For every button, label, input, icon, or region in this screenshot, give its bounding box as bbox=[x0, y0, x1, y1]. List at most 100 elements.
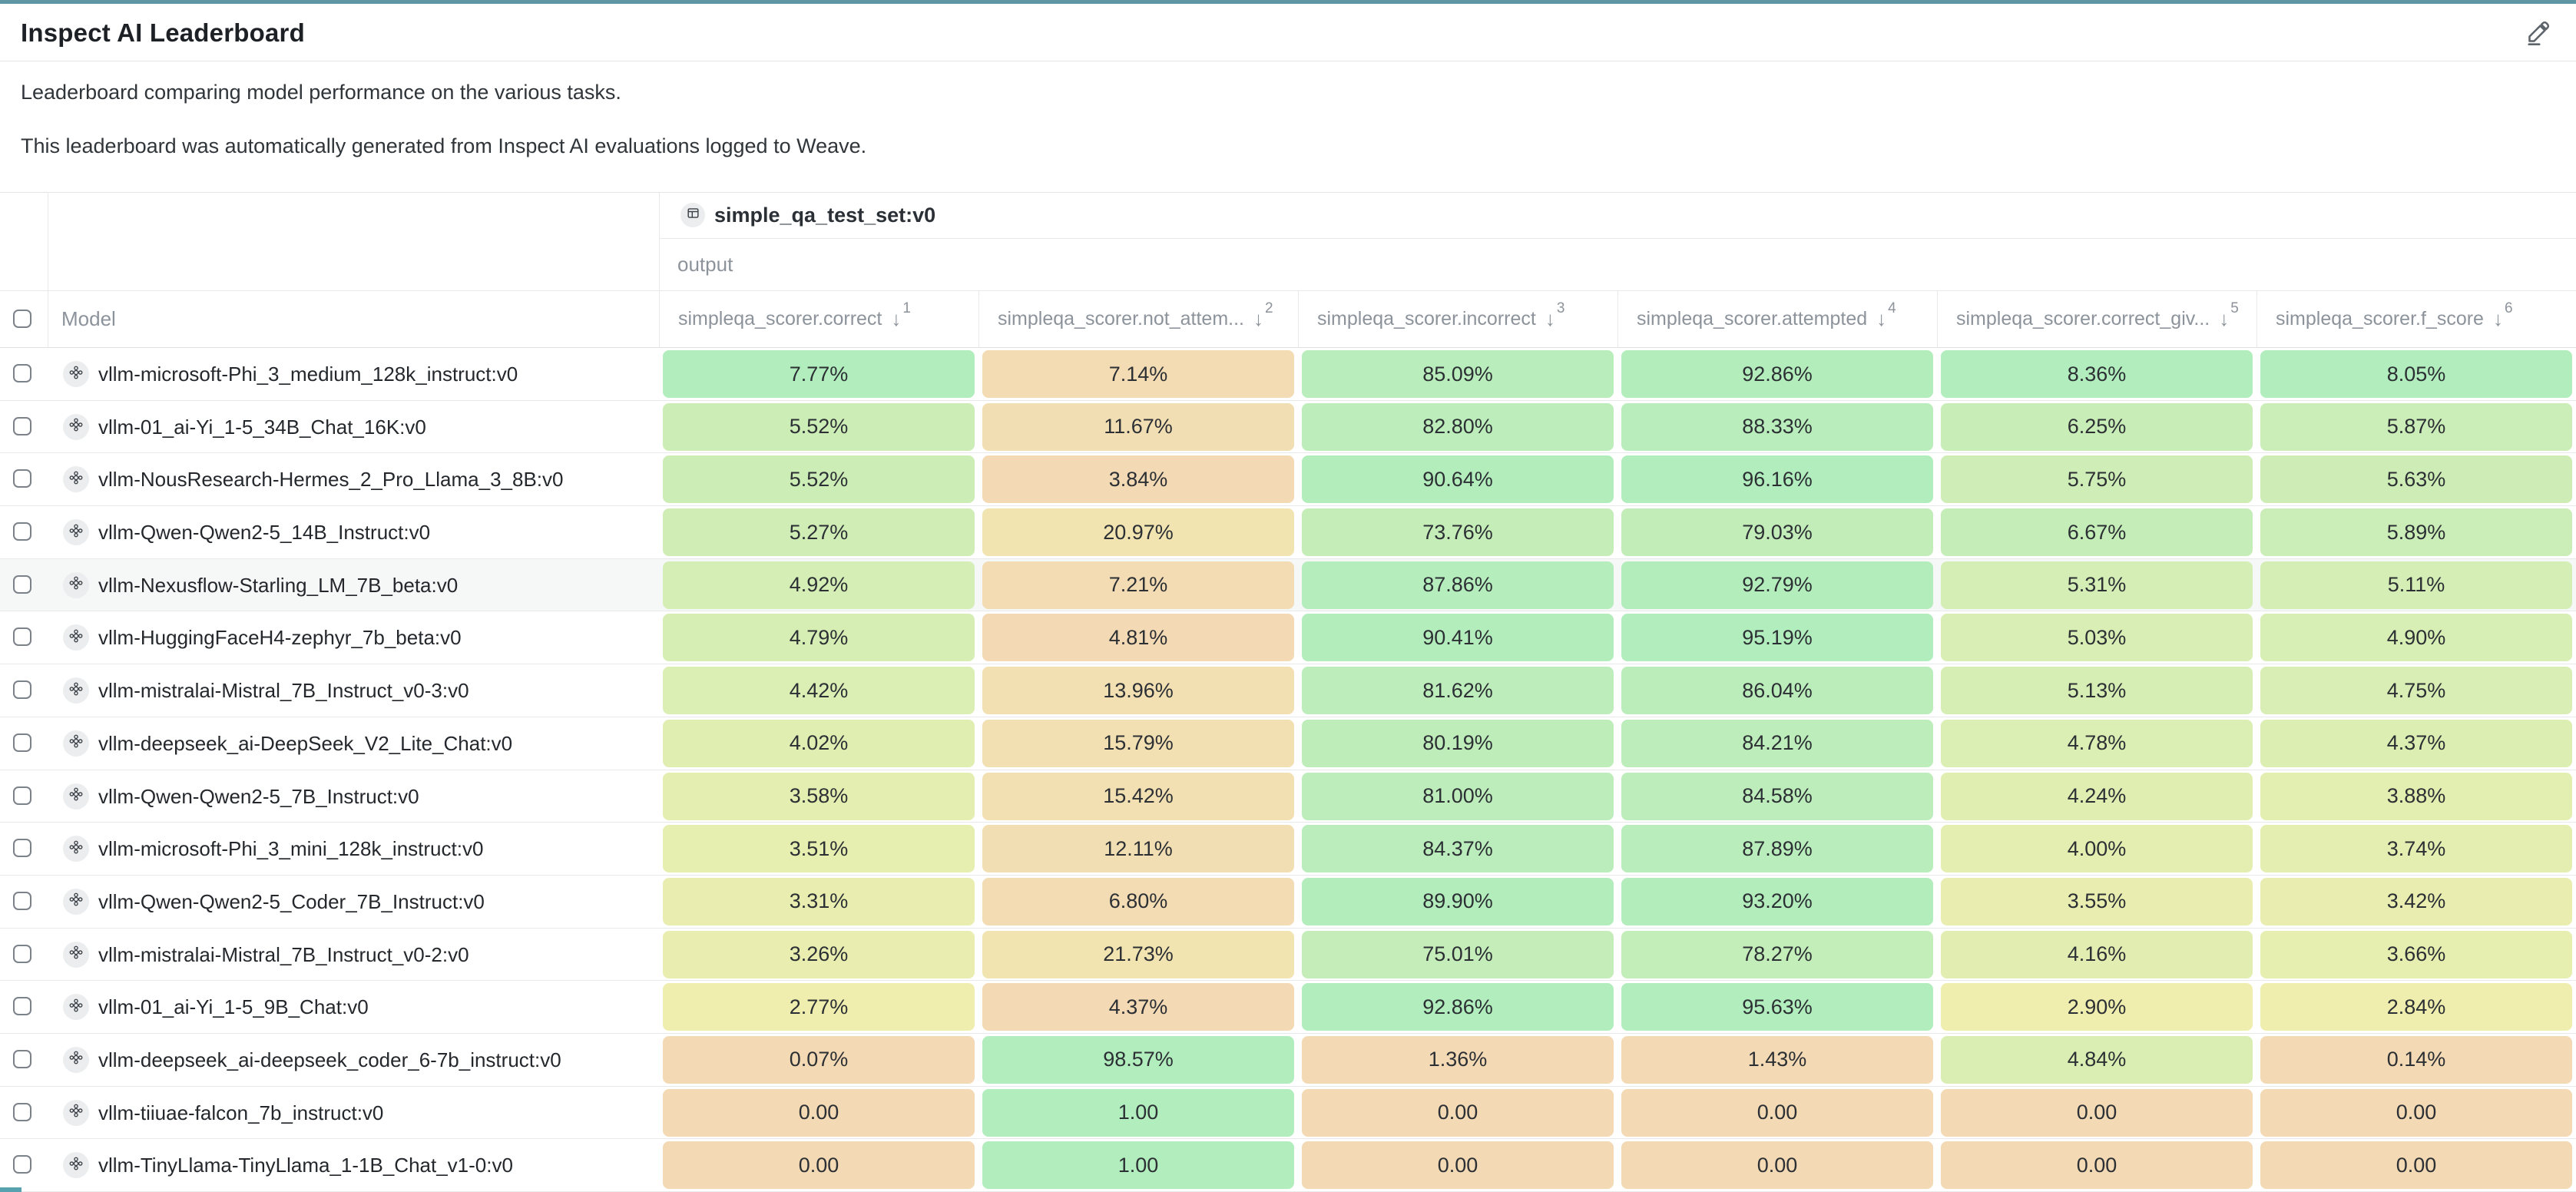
metric-cell[interactable]: 5.52% bbox=[663, 455, 975, 504]
metric-cell[interactable]: 2.77% bbox=[663, 983, 975, 1031]
metric-cell[interactable]: 7.14% bbox=[982, 350, 1294, 398]
metric-cell[interactable]: 92.79% bbox=[1621, 561, 1933, 609]
metric-cell[interactable]: 3.58% bbox=[663, 772, 975, 820]
model-name[interactable]: vllm-deepseek_ai-deepseek_coder_6-7b_ins… bbox=[98, 1048, 561, 1071]
row-checkbox[interactable] bbox=[13, 997, 31, 1016]
metric-cell[interactable]: 3.66% bbox=[2260, 930, 2572, 978]
metric-cell[interactable]: 5.27% bbox=[663, 508, 975, 557]
sort-desc-icon[interactable]: ↓ bbox=[1253, 307, 1263, 330]
row-checkbox[interactable] bbox=[13, 786, 31, 805]
metric-cell[interactable]: 3.84% bbox=[982, 455, 1294, 504]
column-header-3[interactable]: simpleqa_scorer.incorrect ↓ 3 bbox=[1298, 291, 1617, 347]
metric-cell[interactable]: 3.31% bbox=[663, 877, 975, 925]
sort-desc-icon[interactable]: ↓ bbox=[2219, 307, 2230, 330]
metric-cell[interactable]: 95.19% bbox=[1621, 614, 1933, 662]
row-checkbox[interactable] bbox=[13, 1155, 31, 1174]
row-checkbox[interactable] bbox=[13, 522, 31, 541]
metric-cell[interactable]: 4.84% bbox=[1941, 1035, 2253, 1084]
metric-cell[interactable]: 4.92% bbox=[663, 561, 975, 609]
metric-cell[interactable]: 88.33% bbox=[1621, 402, 1933, 451]
metric-cell[interactable]: 0.00 bbox=[1941, 1141, 2253, 1190]
metric-cell[interactable]: 98.57% bbox=[982, 1035, 1294, 1084]
metric-cell[interactable]: 3.74% bbox=[2260, 825, 2572, 873]
row-checkbox[interactable] bbox=[13, 364, 31, 382]
metric-cell[interactable]: 79.03% bbox=[1621, 508, 1933, 557]
model-name[interactable]: vllm-01_ai-Yi_1-5_9B_Chat:v0 bbox=[98, 995, 369, 1019]
metric-cell[interactable]: 3.51% bbox=[663, 825, 975, 873]
model-name[interactable]: vllm-TinyLlama-TinyLlama_1-1B_Chat_v1-0:… bbox=[98, 1154, 513, 1177]
table-row[interactable]: vllm-tiiuae-falcon_7b_instruct:v0 0.00 1.0… bbox=[0, 1086, 2576, 1140]
sort-desc-icon[interactable]: ↓ bbox=[2492, 307, 2503, 330]
row-checkbox[interactable] bbox=[13, 469, 31, 488]
metric-cell[interactable]: 0.00 bbox=[2260, 1141, 2572, 1190]
row-checkbox[interactable] bbox=[13, 891, 31, 910]
metric-cell[interactable]: 84.21% bbox=[1621, 719, 1933, 767]
metric-cell[interactable]: 5.03% bbox=[1941, 614, 2253, 662]
metric-cell[interactable]: 0.14% bbox=[2260, 1035, 2572, 1084]
model-name[interactable]: vllm-Qwen-Qwen2-5_Coder_7B_Instruct:v0 bbox=[98, 889, 485, 913]
table-row[interactable]: vllm-Qwen-Qwen2-5_7B_Instruct:v0 3.58% 15.… bbox=[0, 770, 2576, 823]
row-checkbox[interactable] bbox=[13, 839, 31, 858]
metric-cell[interactable]: 0.07% bbox=[663, 1035, 975, 1084]
metric-cell[interactable]: 81.62% bbox=[1302, 667, 1614, 715]
row-checkbox[interactable] bbox=[13, 944, 31, 963]
metric-cell[interactable]: 80.19% bbox=[1302, 719, 1614, 767]
metric-cell[interactable]: 75.01% bbox=[1302, 930, 1614, 978]
metric-cell[interactable]: 0.00 bbox=[663, 1141, 975, 1190]
metric-cell[interactable]: 0.00 bbox=[1302, 1141, 1614, 1190]
metric-cell[interactable]: 1.00 bbox=[982, 1141, 1294, 1190]
metric-cell[interactable]: 84.37% bbox=[1302, 825, 1614, 873]
table-row[interactable]: vllm-microsoft-Phi_3_mini_128k_instruct:… bbox=[0, 823, 2576, 876]
metric-cell[interactable]: 4.42% bbox=[663, 667, 975, 715]
table-row[interactable]: vllm-Nexusflow-Starling_LM_7B_beta:v0 4.9… bbox=[0, 558, 2576, 612]
column-header-4[interactable]: simpleqa_scorer.attempted ↓ 4 bbox=[1617, 291, 1937, 347]
column-header-2[interactable]: simpleqa_scorer.not_attem... ↓ 2 bbox=[978, 291, 1298, 347]
metric-cell[interactable]: 4.78% bbox=[1941, 719, 2253, 767]
metric-cell[interactable]: 4.16% bbox=[1941, 930, 2253, 978]
metric-cell[interactable]: 2.90% bbox=[1941, 983, 2253, 1031]
column-header-1[interactable]: simpleqa_scorer.correct ↓ 1 bbox=[659, 291, 978, 347]
row-checkbox[interactable] bbox=[13, 416, 31, 435]
table-row[interactable]: vllm-mistralai-Mistral_7B_Instruct_v0-2:… bbox=[0, 928, 2576, 982]
sort-desc-icon[interactable]: ↓ bbox=[1545, 307, 1555, 330]
table-row[interactable]: vllm-01_ai-Yi_1-5_9B_Chat:v0 2.77% 4.37% 92… bbox=[0, 981, 2576, 1034]
metric-cell[interactable]: 84.58% bbox=[1621, 772, 1933, 820]
metric-cell[interactable]: 6.80% bbox=[982, 877, 1294, 925]
model-name[interactable]: vllm-Qwen-Qwen2-5_7B_Instruct:v0 bbox=[98, 784, 419, 808]
metric-cell[interactable]: 3.55% bbox=[1941, 877, 2253, 925]
metric-cell[interactable]: 5.11% bbox=[2260, 561, 2572, 609]
table-row[interactable]: vllm-deepseek_ai-deepseek_coder_6-7b_ins… bbox=[0, 1033, 2576, 1087]
metric-cell[interactable]: 0.00 bbox=[2260, 1088, 2572, 1137]
metric-cell[interactable]: 4.75% bbox=[2260, 667, 2572, 715]
metric-cell[interactable]: 20.97% bbox=[982, 508, 1294, 557]
row-checkbox[interactable] bbox=[13, 733, 31, 752]
metric-cell[interactable]: 6.25% bbox=[1941, 402, 2253, 451]
metric-cell[interactable]: 73.76% bbox=[1302, 508, 1614, 557]
column-header-6[interactable]: simpleqa_scorer.f_score ↓ 6 bbox=[2256, 291, 2576, 347]
row-checkbox[interactable] bbox=[13, 1049, 31, 1068]
metric-cell[interactable]: 5.52% bbox=[663, 402, 975, 451]
metric-cell[interactable]: 92.86% bbox=[1302, 983, 1614, 1031]
metric-cell[interactable]: 3.88% bbox=[2260, 772, 2572, 820]
metric-cell[interactable]: 1.43% bbox=[1621, 1035, 1933, 1084]
metric-cell[interactable]: 4.00% bbox=[1941, 825, 2253, 873]
edit-button[interactable] bbox=[2522, 19, 2553, 50]
row-checkbox[interactable] bbox=[13, 574, 31, 594]
table-row[interactable]: vllm-01_ai-Yi_1-5_34B_Chat_16K:v0 5.52% 11… bbox=[0, 400, 2576, 454]
metric-cell[interactable]: 95.63% bbox=[1621, 983, 1933, 1031]
model-name[interactable]: vllm-tiiuae-falcon_7b_instruct:v0 bbox=[98, 1101, 384, 1124]
metric-cell[interactable]: 7.21% bbox=[982, 561, 1294, 609]
metric-cell[interactable]: 7.77% bbox=[663, 350, 975, 398]
metric-cell[interactable]: 15.42% bbox=[982, 772, 1294, 820]
metric-cell[interactable]: 3.42% bbox=[2260, 877, 2572, 925]
metric-cell[interactable]: 5.13% bbox=[1941, 667, 2253, 715]
metric-cell[interactable]: 0.00 bbox=[1621, 1088, 1933, 1137]
table-row[interactable]: vllm-NousResearch-Hermes_2_Pro_Llama_3_8… bbox=[0, 453, 2576, 507]
metric-cell[interactable]: 8.05% bbox=[2260, 350, 2572, 398]
metric-cell[interactable]: 1.36% bbox=[1302, 1035, 1614, 1084]
table-row[interactable]: vllm-HuggingFaceH4-zephyr_7b_beta:v0 4.79… bbox=[0, 611, 2576, 665]
metric-cell[interactable]: 5.87% bbox=[2260, 402, 2572, 451]
metric-cell[interactable]: 96.16% bbox=[1621, 455, 1933, 504]
metric-cell[interactable]: 5.75% bbox=[1941, 455, 2253, 504]
metric-cell[interactable]: 2.84% bbox=[2260, 983, 2572, 1031]
